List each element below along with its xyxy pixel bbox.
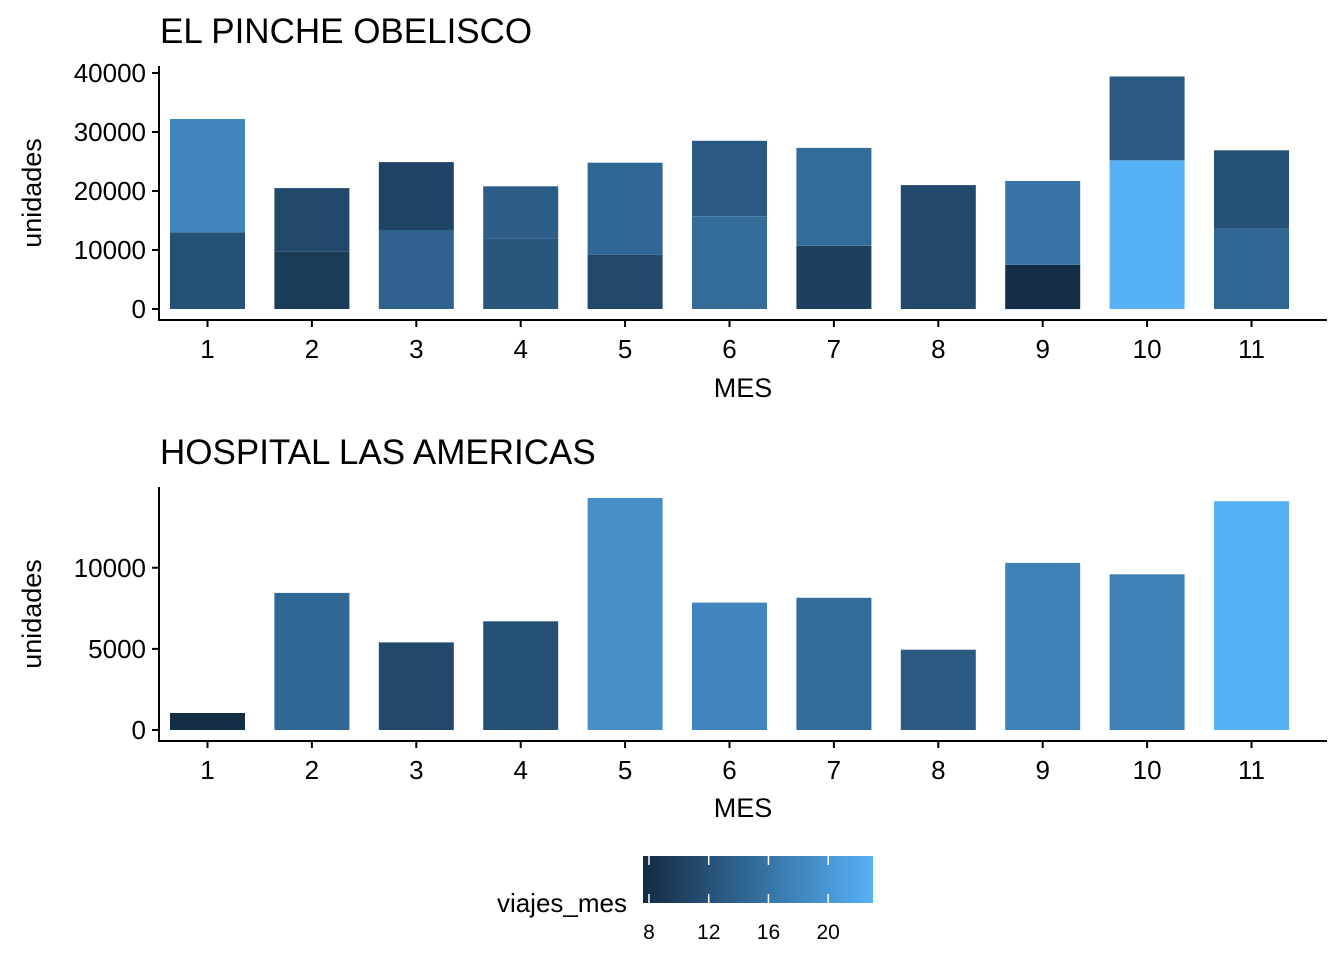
bar-mes-5-segment-1 xyxy=(587,254,663,309)
y-ticks: 0 5000 10000 xyxy=(74,553,159,745)
bar-mes-4-segment-1 xyxy=(483,238,559,309)
legend-title: viajes_mes xyxy=(497,888,627,918)
bar-mes-5-segment-2 xyxy=(587,162,663,255)
x-tick-label: 11 xyxy=(1238,755,1265,785)
x-tick-label: 3 xyxy=(409,755,423,785)
y-ticks: 0 10000 20000 30000 40000 xyxy=(74,58,159,324)
x-tick-label: 6 xyxy=(722,755,736,785)
bar-mes-9-segment-2 xyxy=(1005,181,1081,265)
x-tick-label: 6 xyxy=(722,334,736,364)
bar-mes-8-segment-1 xyxy=(900,185,976,309)
bar-mes-6-segment-1 xyxy=(692,216,767,309)
y-tick-label: 20000 xyxy=(74,176,146,206)
bar-mes-1-segment-1 xyxy=(170,232,245,309)
y-axis-title: unidades xyxy=(17,138,47,248)
y-tick-label: 30000 xyxy=(74,117,146,147)
x-tick-label: 8 xyxy=(931,755,945,785)
bar-mes-7-segment-2 xyxy=(796,147,872,246)
y-tick-label: 5000 xyxy=(88,634,146,664)
y-tick-label: 0 xyxy=(132,294,146,324)
bar-mes-10-segment-2 xyxy=(1109,76,1185,161)
bar-mes-2-segment-1 xyxy=(274,592,350,730)
legend-tick-label: 8 xyxy=(643,921,655,944)
bar-mes-1-segment-2 xyxy=(170,119,245,233)
x-tick-label: 1 xyxy=(200,334,214,364)
bar-mes-3-segment-1 xyxy=(378,229,454,309)
bar-mes-9-segment-1 xyxy=(1005,562,1081,730)
legend-tick-label: 20 xyxy=(817,921,840,944)
bar-mes-4-segment-2 xyxy=(483,186,559,239)
y-tick-label: 40000 xyxy=(74,58,146,88)
x-tick-label: 1 xyxy=(200,755,214,785)
x-ticks: 1 2 3 4 5 6 7 8 9 10 11 xyxy=(200,320,1265,364)
bar-mes-3-segment-2 xyxy=(378,162,454,230)
legend-tick-label: 16 xyxy=(757,921,780,944)
y-axis-title: unidades xyxy=(17,559,47,669)
bar-mes-3-segment-1 xyxy=(378,642,454,730)
bar-mes-7-segment-1 xyxy=(796,597,872,730)
x-tick-label: 2 xyxy=(305,334,319,364)
bar-mes-10-segment-1 xyxy=(1109,574,1185,730)
panel-el-pinche-obelisco: EL PINCHE OBELISCO 0 10000 20000 30000 40000… xyxy=(17,12,1327,403)
chart-title: HOSPITAL LAS AMERICAS xyxy=(160,433,596,472)
x-ticks: 1 2 3 4 5 6 7 8 9 10 11 xyxy=(200,741,1265,785)
x-tick-label: 10 xyxy=(1133,334,1162,364)
y-tick-label: 0 xyxy=(132,715,146,745)
chart-title: EL PINCHE OBELISCO xyxy=(160,12,532,51)
x-tick-label: 3 xyxy=(409,334,423,364)
bar-mes-11-segment-2 xyxy=(1214,150,1289,229)
bar-mes-7-segment-1 xyxy=(796,245,872,309)
bar-group xyxy=(170,76,1289,310)
x-tick-label: 7 xyxy=(827,334,841,364)
x-tick-label: 11 xyxy=(1238,334,1265,364)
panel-hospital-las-americas: HOSPITAL LAS AMERICAS 0 5000 10000 1 2 3 4 5 6 7… xyxy=(17,433,1327,823)
bar-mes-5-segment-1 xyxy=(587,498,663,730)
y-tick-label: 10000 xyxy=(74,235,146,265)
bar-mes-10-segment-1 xyxy=(1109,160,1185,309)
x-axis-title: MES xyxy=(714,373,773,403)
legend-tick-label: 12 xyxy=(697,921,720,944)
x-axis-title: MES xyxy=(714,793,773,823)
bar-group xyxy=(170,498,1289,730)
legend-ticks: 8 12 16 20 xyxy=(643,856,840,944)
x-tick-label: 9 xyxy=(1035,334,1049,364)
x-tick-label: 4 xyxy=(513,334,527,364)
x-tick-label: 2 xyxy=(305,755,319,785)
x-tick-label: 10 xyxy=(1133,755,1162,785)
bar-mes-9-segment-1 xyxy=(1005,264,1081,310)
bar-mes-6-segment-1 xyxy=(692,602,767,730)
x-tick-label: 5 xyxy=(618,755,632,785)
bar-mes-11-segment-1 xyxy=(1214,228,1289,309)
legend-colorbar xyxy=(643,856,873,903)
bar-mes-2-segment-2 xyxy=(274,188,350,252)
x-tick-label: 7 xyxy=(827,755,841,785)
bar-mes-8-segment-1 xyxy=(900,649,976,730)
bar-mes-11-segment-1 xyxy=(1214,501,1289,730)
bar-mes-4-segment-1 xyxy=(483,621,559,730)
x-tick-label: 8 xyxy=(931,334,945,364)
bar-mes-1-segment-1 xyxy=(170,713,245,730)
y-tick-label: 10000 xyxy=(74,553,146,583)
x-tick-label: 9 xyxy=(1035,755,1049,785)
bar-mes-2-segment-1 xyxy=(274,251,350,309)
x-tick-label: 5 xyxy=(618,334,632,364)
bar-mes-6-segment-2 xyxy=(692,140,767,217)
color-legend: viajes_mes 8 12 16 20 xyxy=(497,856,873,944)
x-tick-label: 4 xyxy=(513,755,527,785)
